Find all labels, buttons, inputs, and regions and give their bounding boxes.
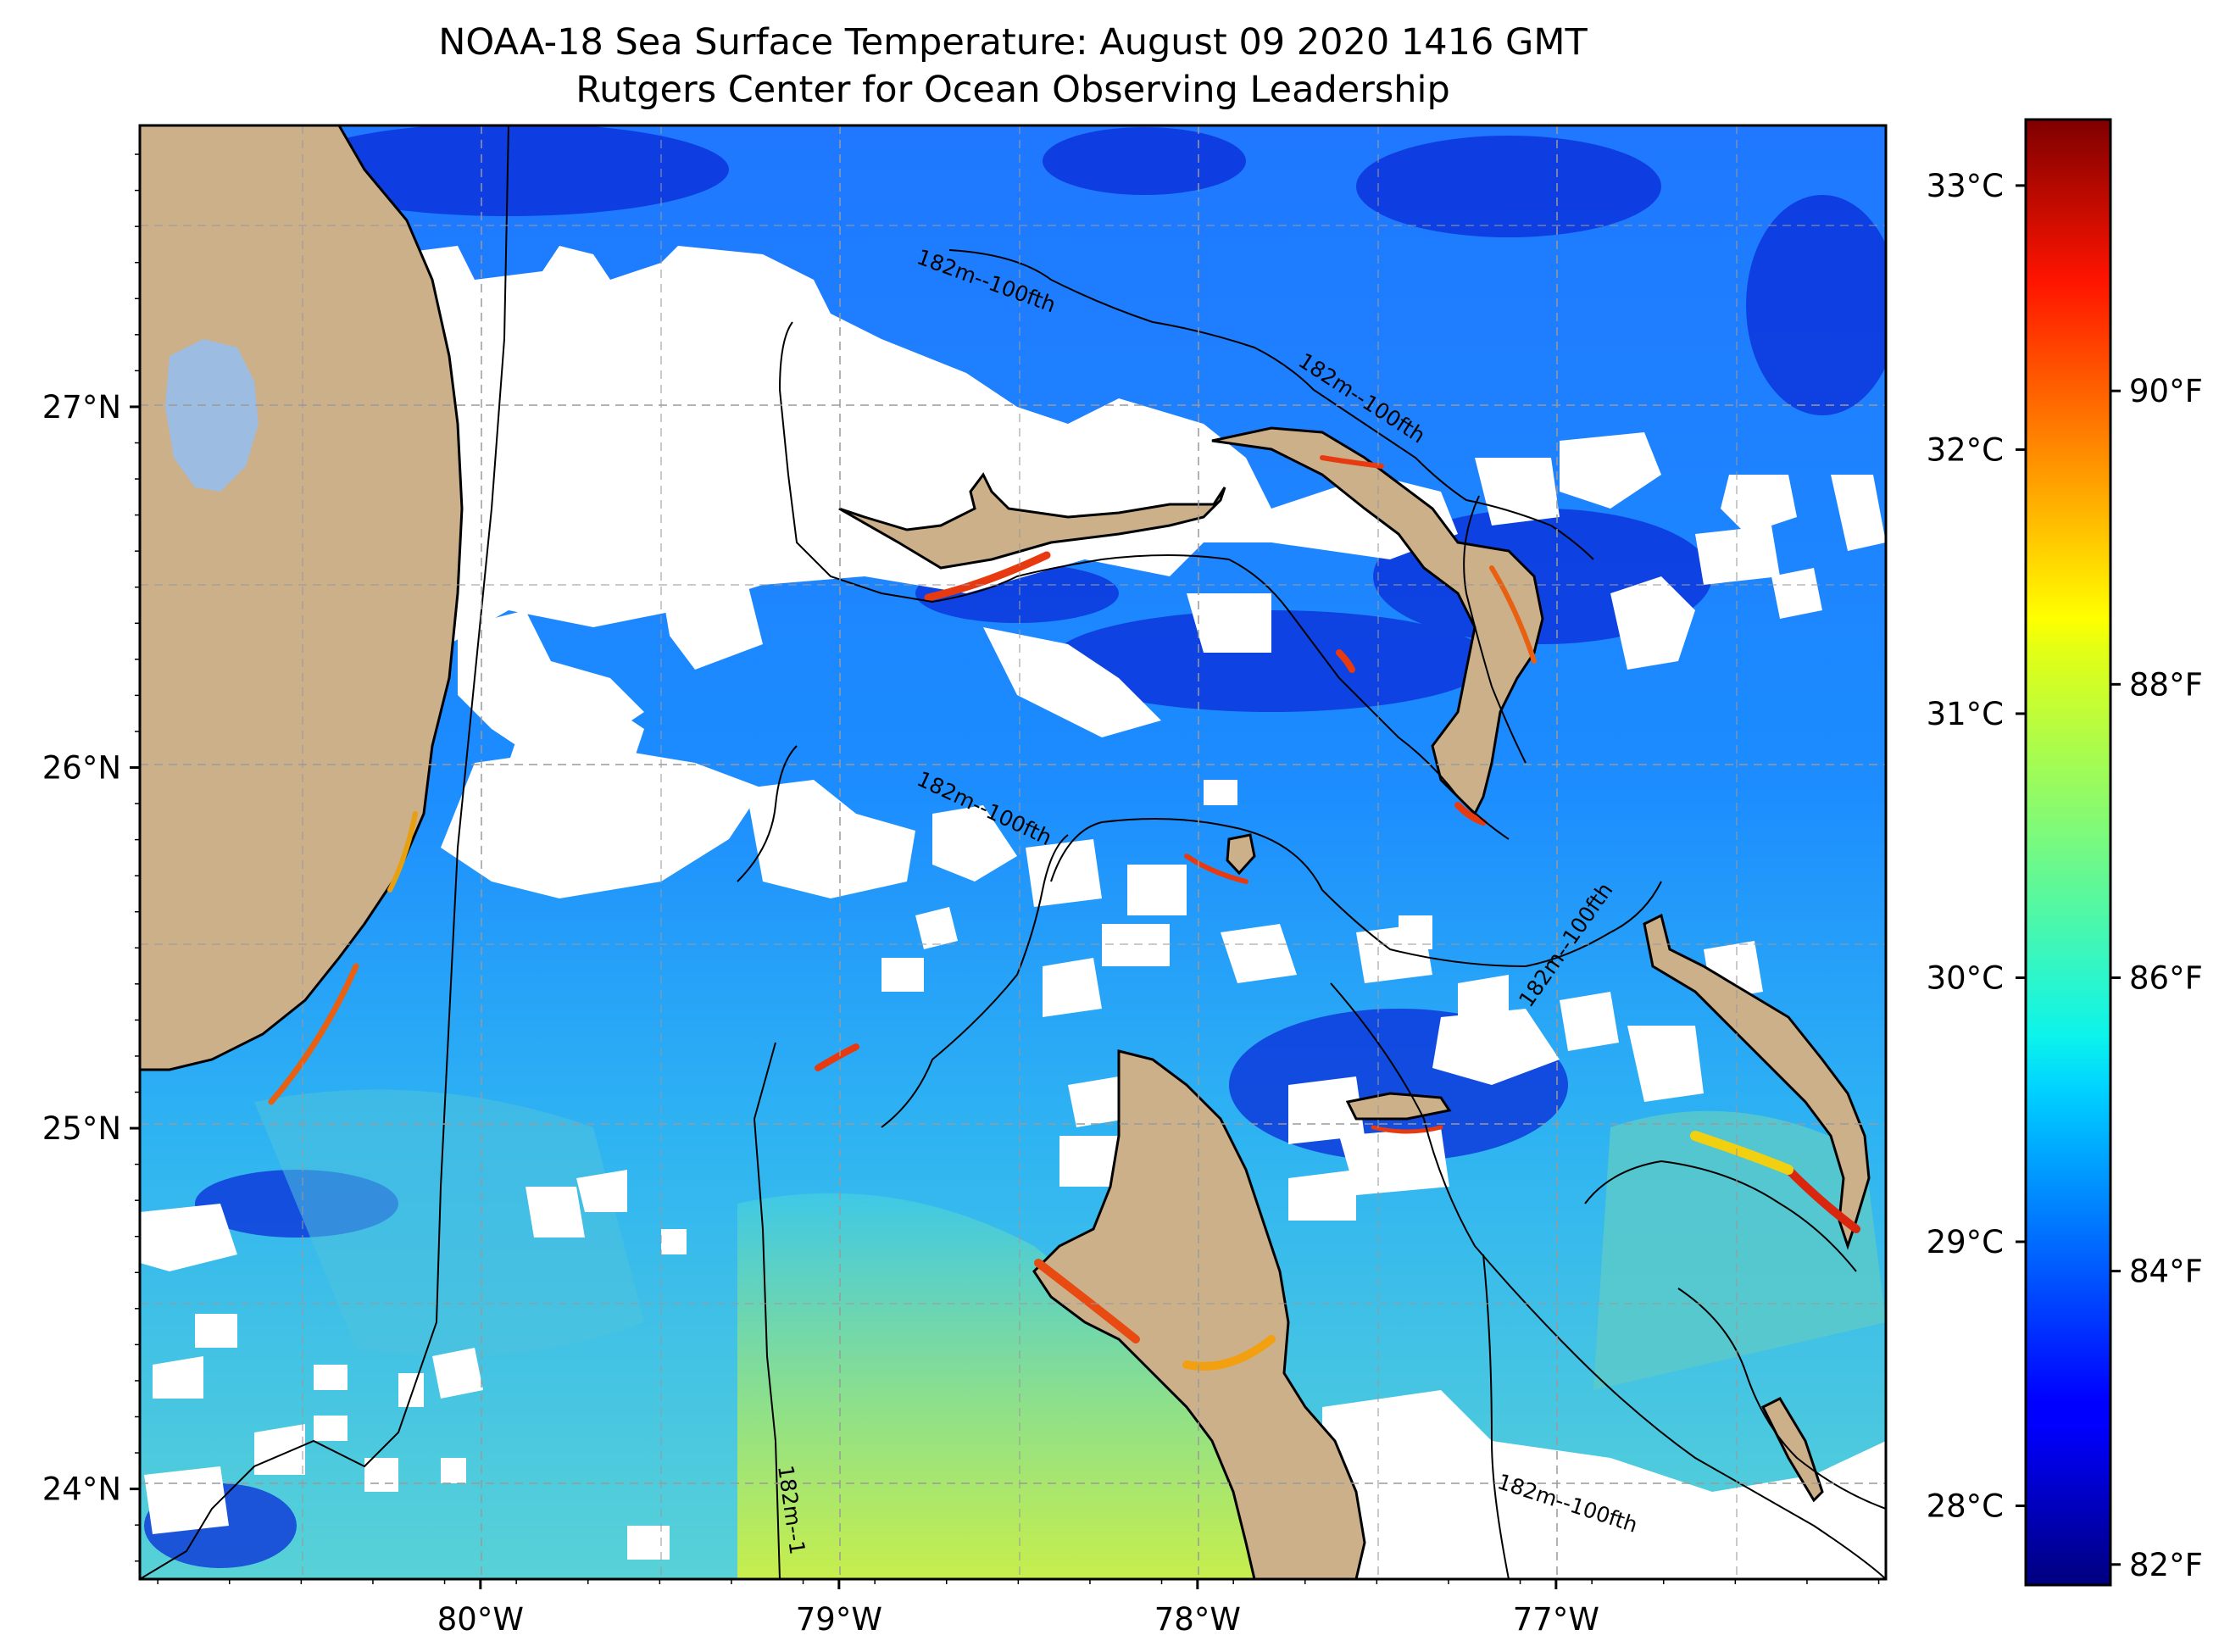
map-subtitle: Rutgers Center for Ocean Observing Leade… bbox=[576, 69, 1450, 111]
celsius-tick-label: 29°C bbox=[1927, 1224, 2004, 1260]
colorbar bbox=[2024, 118, 2112, 1587]
celsius-tick-label: 28°C bbox=[1927, 1488, 2004, 1525]
lat-tick-label: 24°N bbox=[42, 1471, 121, 1508]
new-providence-island bbox=[1345, 1092, 1452, 1121]
celsius-tick-label: 31°C bbox=[1927, 696, 2004, 732]
lat-tick-label: 27°N bbox=[42, 389, 121, 426]
map-gridlines bbox=[140, 125, 1886, 1579]
fahrenheit-tick-label: 88°F bbox=[2129, 666, 2203, 703]
lake-okeechobee bbox=[165, 339, 259, 492]
eleuthera-island bbox=[1643, 913, 1871, 1250]
abaco-island bbox=[1211, 426, 1544, 816]
map-frame bbox=[138, 124, 1888, 1581]
warm-water-patch bbox=[1593, 1110, 1886, 1390]
berry-islands bbox=[1226, 833, 1256, 876]
grand-bahama-island bbox=[838, 472, 1226, 570]
warm-water-patch bbox=[254, 1089, 644, 1356]
latitude-axis: 24°N 25°N 26°N 27°N bbox=[42, 153, 140, 1562]
map-title: NOAA-18 Sea Surface Temperature: August … bbox=[438, 21, 1588, 64]
celsius-tick-label: 32°C bbox=[1927, 431, 2004, 468]
lon-tick-label: 77°W bbox=[1513, 1601, 1599, 1638]
lat-tick-label: 26°N bbox=[42, 749, 121, 786]
lon-tick-label: 79°W bbox=[796, 1601, 882, 1638]
warm-water-bank bbox=[737, 1193, 1271, 1579]
colorbar-fahrenheit-axis: 82°F 84°F 86°F 88°F 90°F bbox=[2110, 373, 2203, 1583]
map-panel bbox=[140, 125, 1886, 1579]
celsius-tick-label: 30°C bbox=[1927, 959, 2004, 996]
fahrenheit-tick-label: 90°F bbox=[2129, 373, 2203, 409]
fahrenheit-tick-label: 84°F bbox=[2129, 1254, 2203, 1290]
lat-tick-label: 25°N bbox=[42, 1110, 121, 1147]
longitude-axis: 80°W 79°W 78°W 77°W bbox=[157, 1579, 1880, 1638]
celsius-tick-label: 33°C bbox=[1927, 168, 2004, 204]
fahrenheit-tick-label: 82°F bbox=[2129, 1547, 2203, 1583]
lon-tick-label: 80°W bbox=[437, 1601, 524, 1638]
cloud-mask bbox=[140, 246, 1886, 1579]
lon-tick-label: 78°W bbox=[1154, 1601, 1241, 1638]
colorbar-celsius-axis: 28°C 29°C 30°C 31°C 32°C 33°C bbox=[1927, 168, 2026, 1525]
fahrenheit-tick-label: 86°F bbox=[2129, 959, 2203, 996]
warm-coastal-shallows bbox=[268, 455, 1860, 1371]
exuma-cays bbox=[1760, 1397, 1824, 1503]
